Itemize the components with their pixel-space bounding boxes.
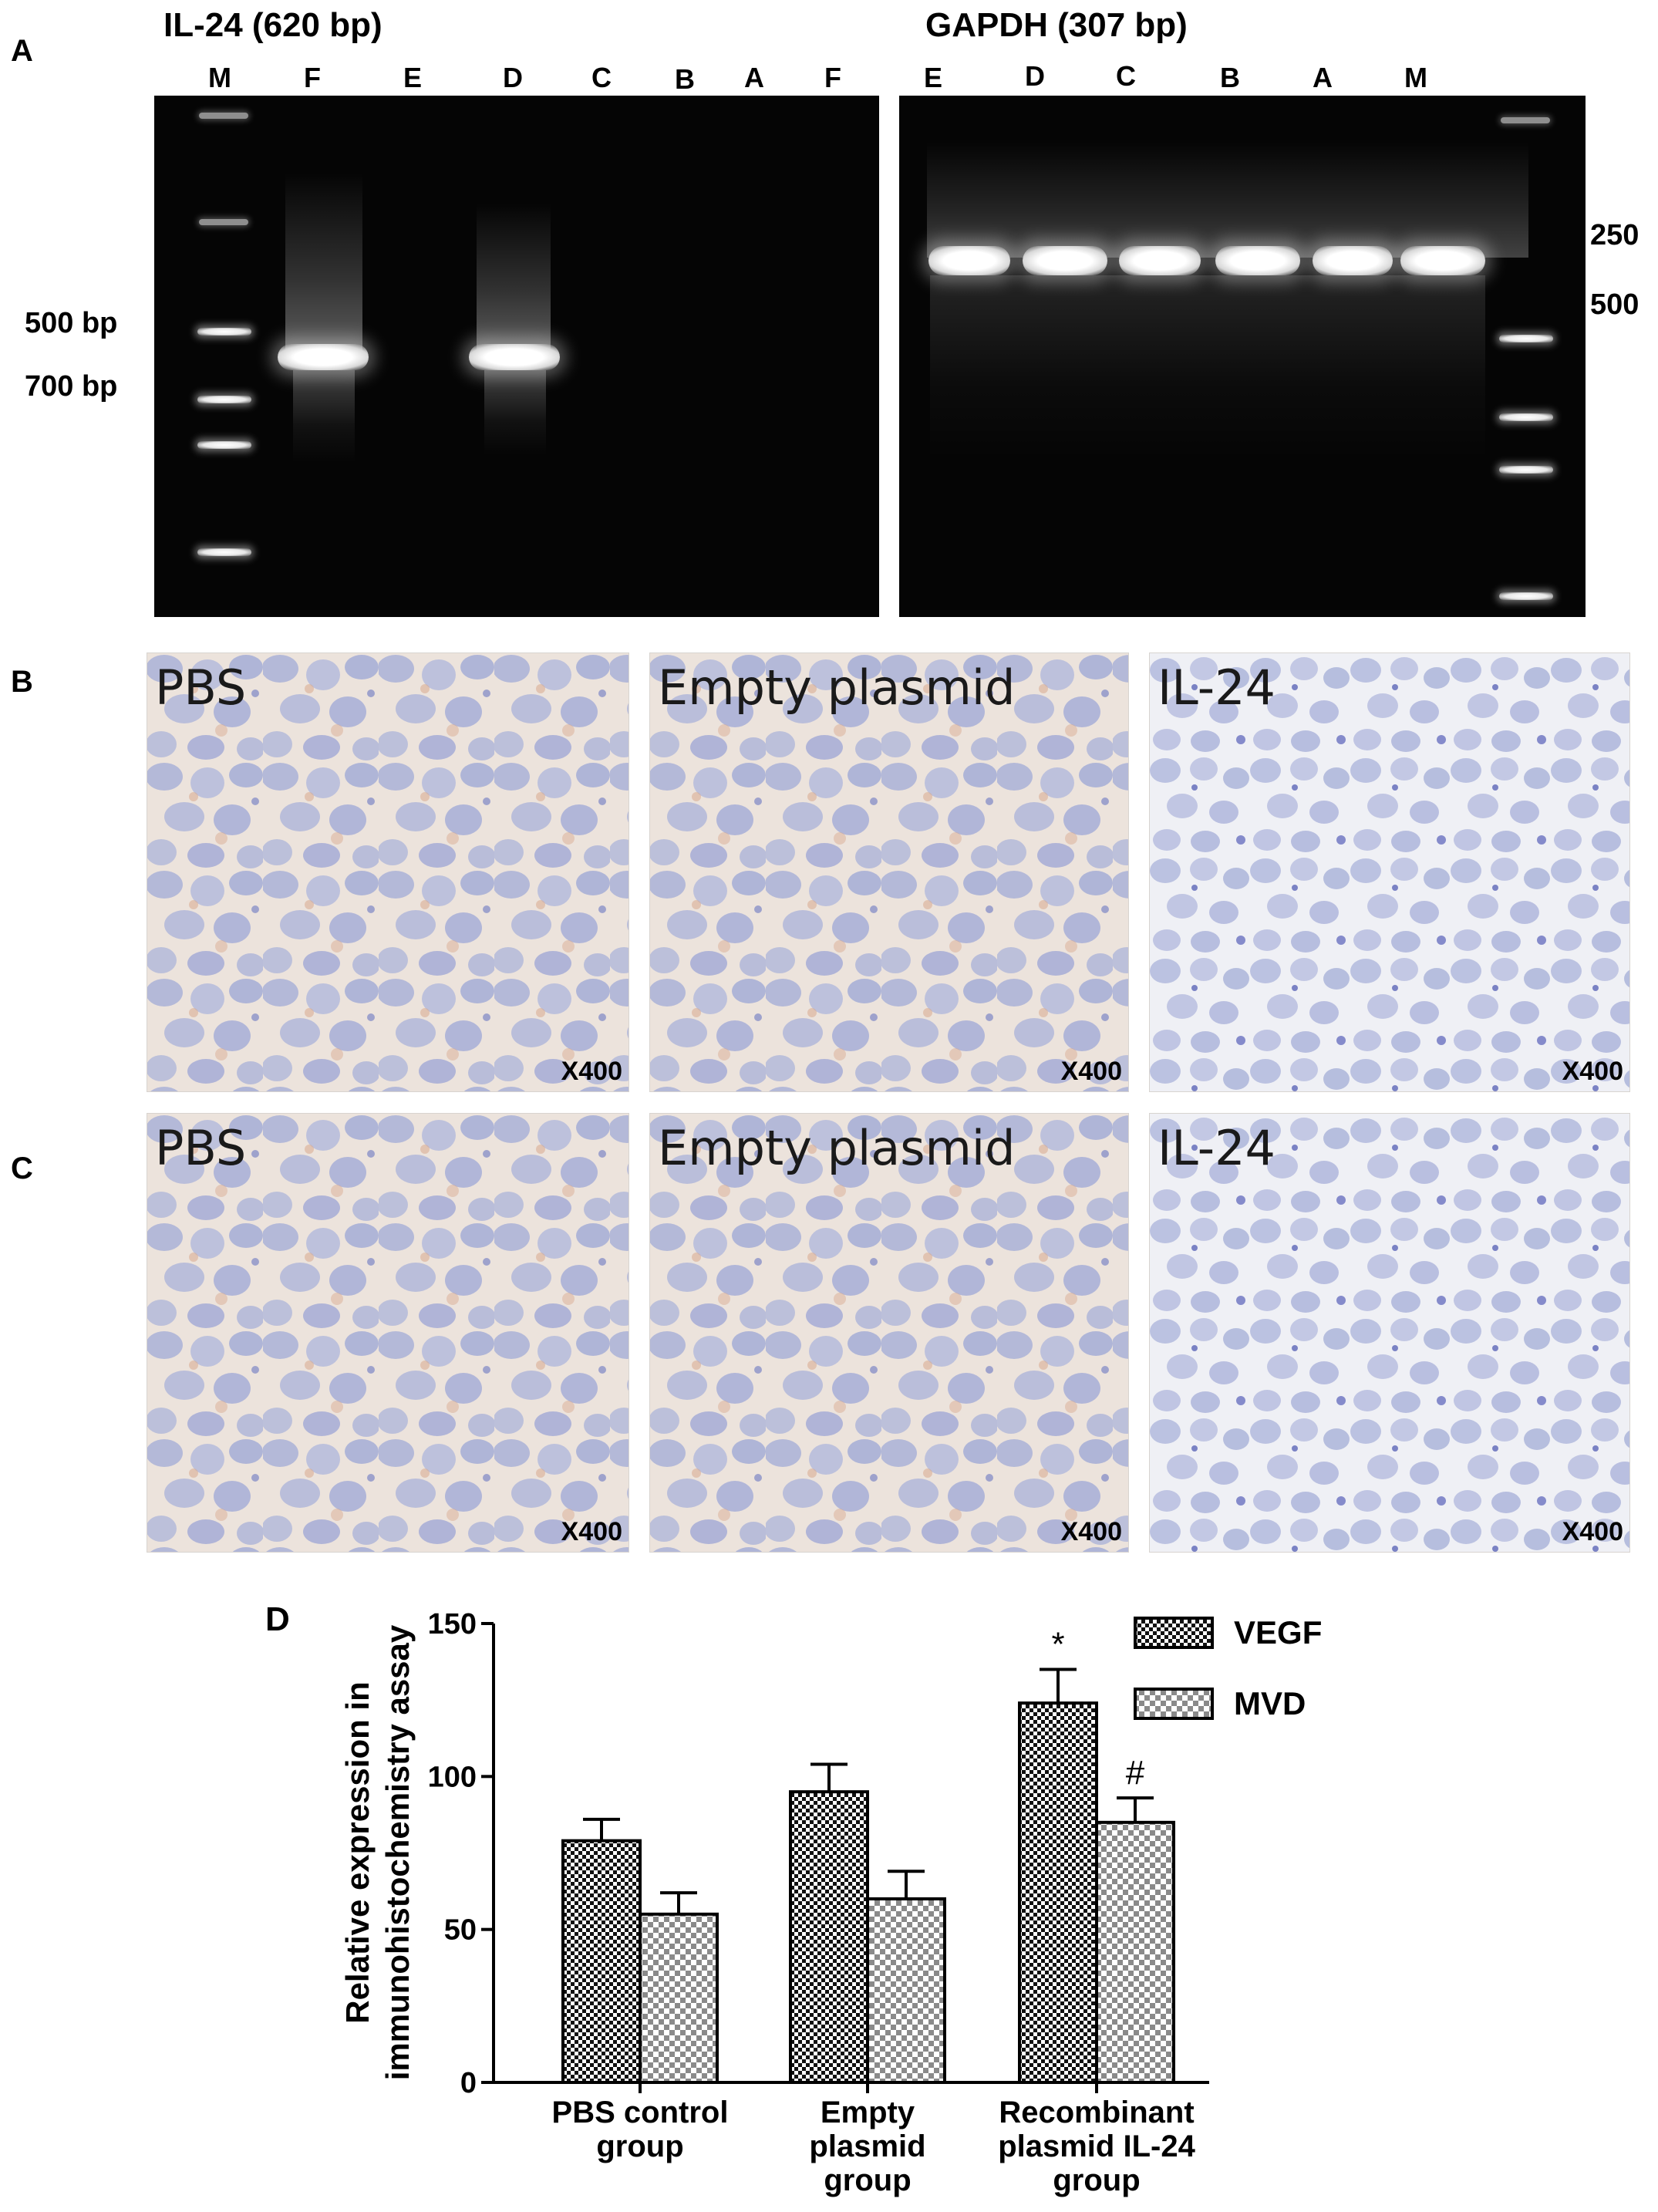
panel-a-letter: A	[11, 34, 33, 68]
gel-left-lane-label: F	[304, 62, 321, 93]
y-tick-label: 0	[460, 2067, 477, 2099]
gel-left-lane-label: F	[824, 62, 841, 93]
marker-band	[199, 219, 248, 225]
gel-left-lane-label: B	[675, 63, 695, 95]
x-tick-label: PBS control	[552, 2096, 729, 2129]
gel-right-lane-label: A	[1313, 62, 1333, 93]
band-smear	[293, 370, 355, 463]
bar-vegf	[1018, 1701, 1098, 2084]
x-tick-label: group	[1053, 2163, 1140, 2197]
magnification-label: X400	[1060, 1517, 1122, 1546]
bar-vegf	[789, 1790, 869, 2085]
micrograph-c-pbs: PBS X400	[147, 1113, 629, 1553]
gapdh-band	[1400, 246, 1485, 275]
y-tick-label: 150	[428, 1608, 477, 1640]
micrograph-label: IL-24	[1158, 659, 1276, 716]
y-axis-label: Relative expression in	[339, 1681, 376, 2024]
bar-mvd	[1095, 1820, 1175, 2084]
significance-marker: *	[1051, 1626, 1064, 1664]
gapdh-band	[928, 246, 1010, 275]
gapdh-band	[1023, 246, 1107, 275]
il24-band-lane-d	[469, 344, 560, 370]
magnification-label: X400	[561, 1517, 622, 1546]
gel-right-lane-label: B	[1220, 62, 1240, 93]
band-smear	[484, 370, 546, 455]
gel-left-bp-label: 700 bp	[25, 370, 118, 403]
marker-band	[1499, 335, 1553, 342]
marker-band	[197, 328, 251, 336]
gel-left-lane-label: C	[591, 62, 612, 93]
magnification-label: X400	[1060, 1057, 1122, 1086]
gel-left-bp-label: 500 bp	[25, 307, 118, 339]
gel-left-title: IL-24 (620 bp)	[163, 6, 382, 44]
micrograph-b-il24: IL-24 X400	[1149, 652, 1630, 1092]
micrograph-b-empty-plasmid: Empty plasmid X400	[649, 652, 1129, 1092]
gel-right-lane-label: C	[1116, 60, 1136, 92]
gel-left-lane-label: E	[403, 62, 423, 93]
magnification-label: X400	[1562, 1517, 1623, 1546]
micrograph-c-il24: IL-24 X400	[1149, 1113, 1630, 1553]
bar-mvd	[639, 1912, 719, 2084]
band-smear	[285, 173, 362, 350]
micrograph-c-empty-plasmid: Empty plasmid X400	[649, 1113, 1129, 1553]
y-tick-label: 50	[444, 1914, 477, 1947]
x-tick-label: Recombinant	[999, 2096, 1194, 2129]
band-smear	[927, 142, 1528, 258]
band-smear	[930, 275, 1485, 460]
x-tick-label: group	[824, 2163, 911, 2197]
significance-marker: #	[1126, 1754, 1145, 1792]
gel-left-lane-label: A	[744, 62, 764, 93]
bar-mvd	[866, 1897, 946, 2084]
marker-band	[1499, 592, 1553, 600]
panel-b-letter: B	[11, 665, 33, 699]
legend-label-vegf: VEGF	[1234, 1614, 1322, 1651]
micrograph-label: PBS	[155, 659, 247, 716]
marker-band	[1499, 466, 1553, 474]
magnification-label: X400	[1562, 1057, 1623, 1086]
legend-swatch-vegf	[1134, 1617, 1214, 1649]
gel-left-lane-label: D	[503, 62, 523, 93]
bar-vegf	[561, 1839, 642, 2084]
micrograph-label: Empty plasmid	[658, 659, 1016, 716]
x-tick-label: Empty	[821, 2096, 915, 2129]
panel-c-letter: C	[11, 1152, 33, 1185]
x-tick-label: plasmid	[809, 2129, 925, 2163]
x-tick-label: plasmid IL-24	[998, 2129, 1195, 2163]
micrograph-label: PBS	[155, 1120, 247, 1176]
gel-right-title: GAPDH (307 bp)	[925, 6, 1188, 44]
gel-right-lane-label: M	[1404, 62, 1427, 93]
band-smear	[477, 204, 551, 350]
y-tick-label: 100	[428, 1761, 477, 1793]
marker-band	[1501, 117, 1550, 123]
micrograph-label: Empty plasmid	[658, 1120, 1016, 1176]
micrograph-label: IL-24	[1158, 1120, 1276, 1176]
gapdh-band	[1313, 246, 1393, 275]
legend-label-mvd: MVD	[1234, 1685, 1306, 1721]
gel-right-lane-label: D	[1025, 60, 1045, 92]
gapdh-band	[1215, 246, 1300, 275]
marker-band	[197, 396, 251, 403]
marker-band	[199, 113, 248, 119]
magnification-label: X400	[561, 1057, 622, 1086]
marker-band	[197, 548, 251, 556]
il24-band-lane-f	[278, 344, 369, 370]
y-axis-label: immunohistochemistry assay	[379, 1624, 416, 2080]
gel-left-lane-label: M	[208, 62, 231, 93]
gel-right-lane-label: E	[923, 62, 943, 93]
micrograph-b-pbs: PBS X400	[147, 652, 629, 1092]
marker-band	[197, 441, 251, 449]
legend-swatch-mvd	[1134, 1688, 1214, 1720]
marker-band	[1499, 413, 1553, 421]
gel-right-bp-label: 250	[1590, 219, 1639, 251]
gapdh-band	[1119, 246, 1201, 275]
gel-right-bp-label: 500	[1590, 288, 1639, 321]
gel-left-image	[154, 96, 879, 617]
x-tick-label: group	[596, 2129, 683, 2163]
panel-d-letter: D	[265, 1600, 290, 1638]
gel-right-image	[899, 96, 1586, 617]
